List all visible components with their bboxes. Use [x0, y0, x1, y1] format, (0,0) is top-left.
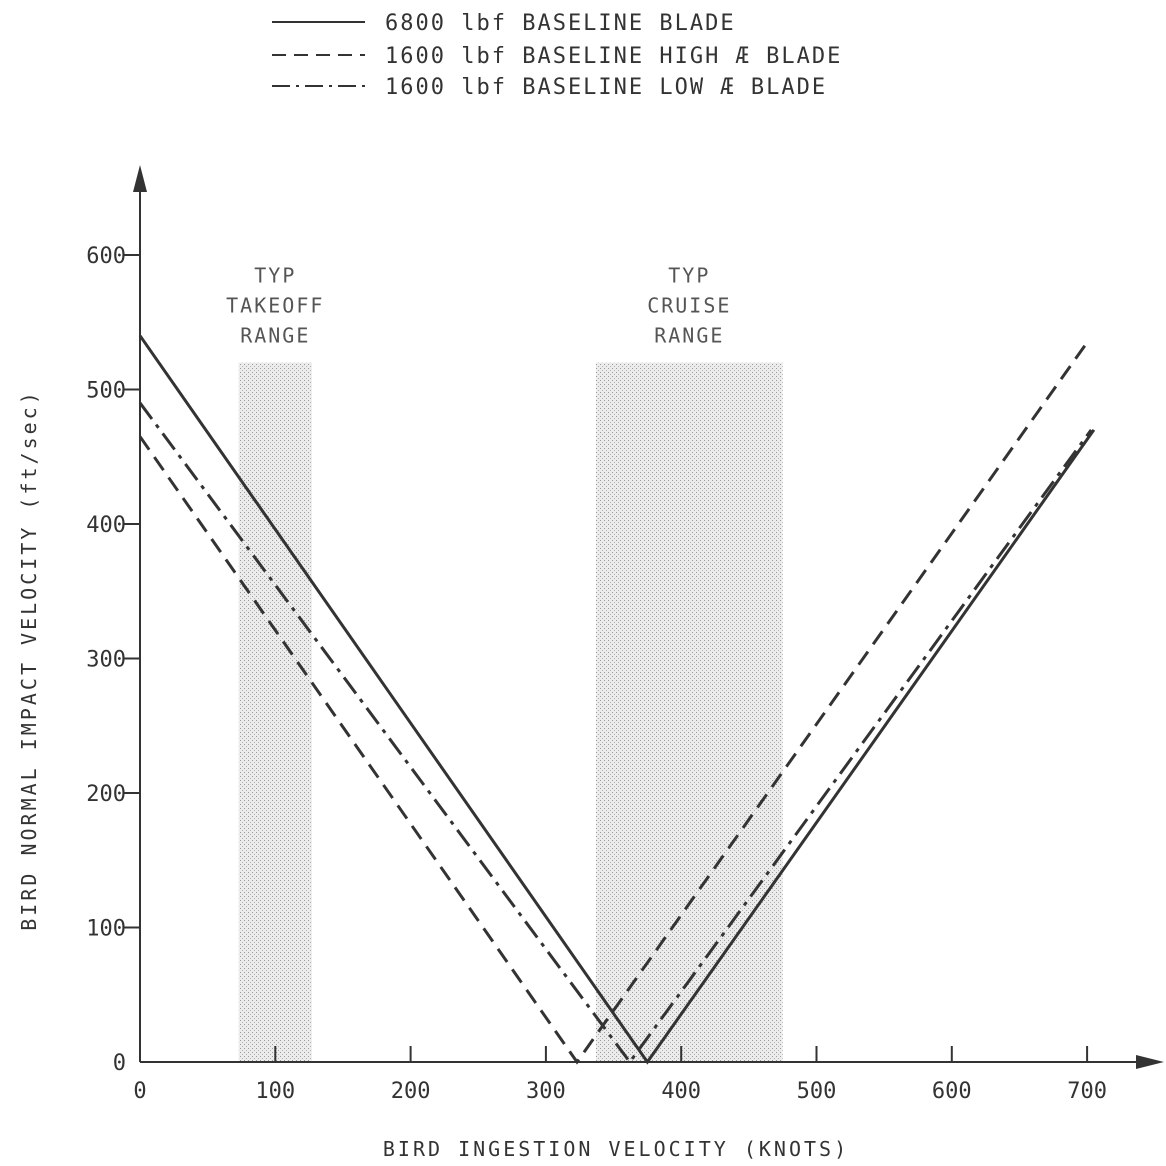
- y-tick-label: 400: [86, 513, 126, 538]
- y-tick-label: 0: [113, 1051, 126, 1076]
- y-tick-label: 600: [86, 244, 126, 269]
- band-cruise: [595, 362, 783, 1063]
- x-tick-label: 400: [661, 1079, 701, 1104]
- legend-item: 1600 lbf BASELINE LOW Æ BLADE: [272, 75, 827, 100]
- legend-label: 6800 lbf BASELINE BLADE: [385, 11, 736, 36]
- y-tick-label: 100: [86, 917, 126, 942]
- band-label-takeoff: TAKEOFF: [226, 294, 324, 318]
- axes: [133, 165, 1164, 1069]
- series-line-dashdot: [138, 402, 1093, 1065]
- band-label-cruise: TYP: [668, 264, 710, 288]
- x-tick-label: 0: [133, 1079, 146, 1104]
- series-line-dashed: [138, 341, 1089, 1065]
- data-series: [138, 334, 1096, 1065]
- legend-label: 1600 lbf BASELINE HIGH Æ BLADE: [385, 44, 842, 69]
- x-tick-label: 200: [391, 1079, 431, 1104]
- y-axis-ticks: 0 100 200 300 400 500 600: [86, 244, 140, 1076]
- series-line-solid: [138, 334, 1096, 1065]
- y-tick-label: 500: [86, 379, 126, 404]
- band-label-takeoff: TYP: [254, 264, 296, 288]
- x-tick-label: 700: [1067, 1079, 1107, 1104]
- x-tick-label: 600: [932, 1079, 972, 1104]
- band-takeoff: [238, 362, 312, 1063]
- x-axis-arrow: [1136, 1055, 1164, 1069]
- y-axis-title: BIRD NORMAL IMPACT VELOCITY (ft/sec): [17, 389, 41, 930]
- legend-label: 1600 lbf BASELINE LOW Æ BLADE: [385, 75, 827, 100]
- band-label-cruise: CRUISE: [647, 294, 731, 318]
- x-tick-label: 100: [255, 1079, 295, 1104]
- y-axis-arrow: [133, 165, 147, 192]
- x-tick-label: 300: [526, 1079, 566, 1104]
- x-axis-ticks: 0 100 200 300 400 500 600 700: [133, 1046, 1107, 1104]
- band-label-cruise: RANGE: [654, 324, 724, 348]
- legend-item: 6800 lbf BASELINE BLADE: [272, 11, 736, 36]
- y-tick-label: 200: [86, 782, 126, 807]
- y-tick-label: 300: [86, 648, 126, 673]
- legend: 6800 lbf BASELINE BLADE 1600 lbf BASELIN…: [272, 11, 842, 100]
- range-bands: TYP TAKEOFF RANGE TYP CRUISE RANGE: [226, 264, 783, 1063]
- band-label-takeoff: RANGE: [240, 324, 310, 348]
- legend-item: 1600 lbf BASELINE HIGH Æ BLADE: [272, 44, 842, 69]
- x-tick-label: 500: [797, 1079, 837, 1104]
- x-axis-title: BIRD INGESTION VELOCITY (KNOTS): [383, 1137, 849, 1161]
